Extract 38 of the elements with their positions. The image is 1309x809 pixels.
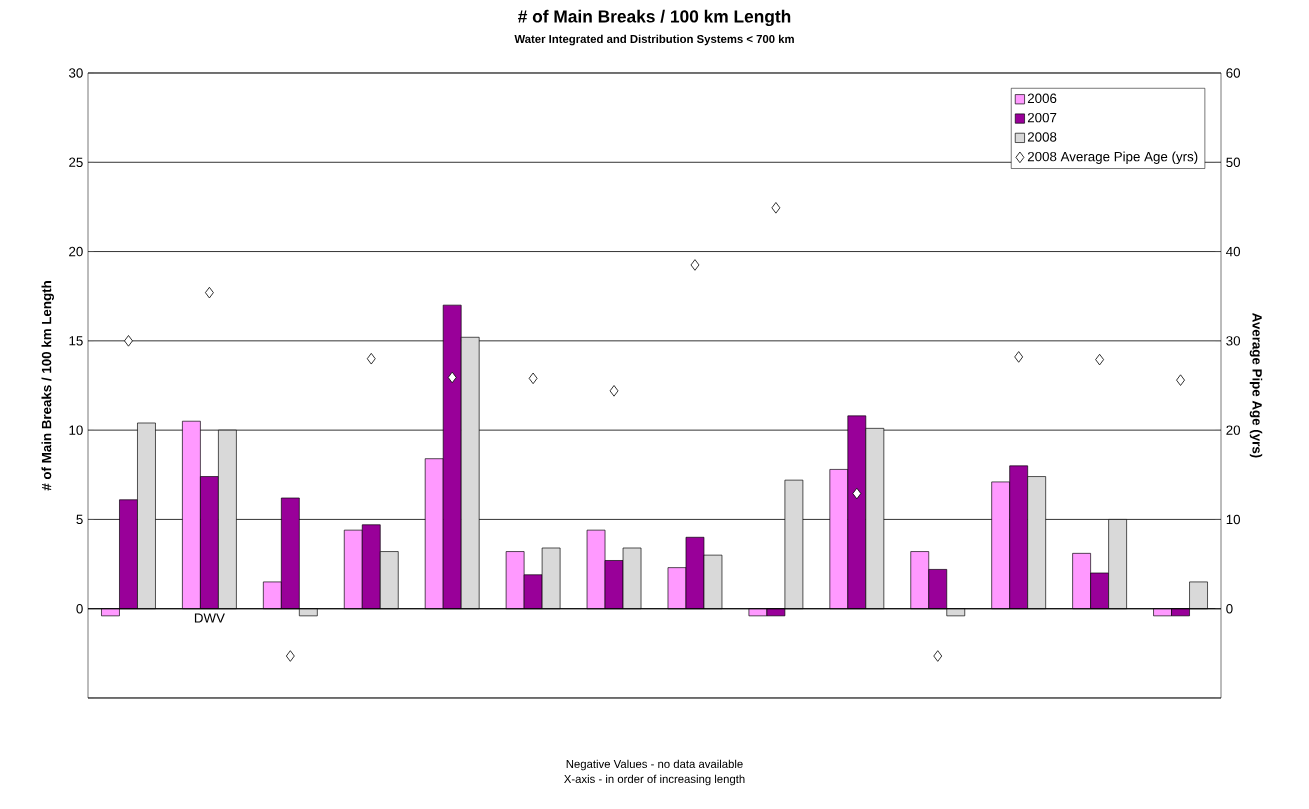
y-tick-label: 30: [68, 68, 83, 78]
y-tick-label: 10: [69, 425, 83, 435]
point: [366, 352, 376, 365]
point: [933, 650, 943, 662]
text: X-axis - in order of increasing length: [564, 774, 745, 786]
legend-label: 2008: [1027, 132, 1057, 142]
point: [1176, 374, 1185, 386]
y-tick-label: 25: [69, 157, 83, 167]
y2-tick-label: 50: [1226, 157, 1241, 167]
y2-tick-label: 40: [1226, 246, 1241, 257]
y-tick-label: 5: [76, 514, 83, 525]
y2-tick-label: 30: [1226, 336, 1241, 346]
y2-tick-label: 10: [1226, 514, 1241, 525]
y-tick-label: 0: [76, 603, 83, 614]
point: [1014, 351, 1024, 363]
legend-label: 2006: [1027, 93, 1057, 104]
point: [285, 650, 295, 662]
x-tick-label: DWV: [194, 613, 225, 623]
point: [124, 335, 133, 347]
y2-tick-label: 20: [1226, 425, 1241, 435]
point: [447, 371, 457, 384]
point: [528, 372, 538, 385]
y2-axis-title: Average Pipe Age (yrs): [1249, 313, 1263, 458]
point: [852, 487, 862, 500]
chart-title: # of Main Breaks / 100 km Length: [518, 9, 791, 27]
point: [1095, 353, 1105, 366]
y-axis-title: # of Main Breaks / 100 km Length: [41, 281, 54, 491]
y-tick-label: 15: [69, 336, 83, 346]
chart-subtitle: Water Integrated and Distribution Systems < 700 km: [514, 34, 794, 46]
y-tick-label: 20: [69, 246, 83, 257]
point: [690, 259, 700, 271]
y2-tick-label: 60: [1226, 68, 1241, 78]
legend-label: 2008 Average Pipe Age (yrs): [1027, 151, 1198, 164]
legend-label: 2007: [1027, 112, 1057, 123]
y2-tick-label: 0: [1226, 603, 1233, 614]
point: [609, 385, 619, 397]
point: [771, 202, 781, 214]
text: Negative Values - no data available: [566, 759, 743, 771]
